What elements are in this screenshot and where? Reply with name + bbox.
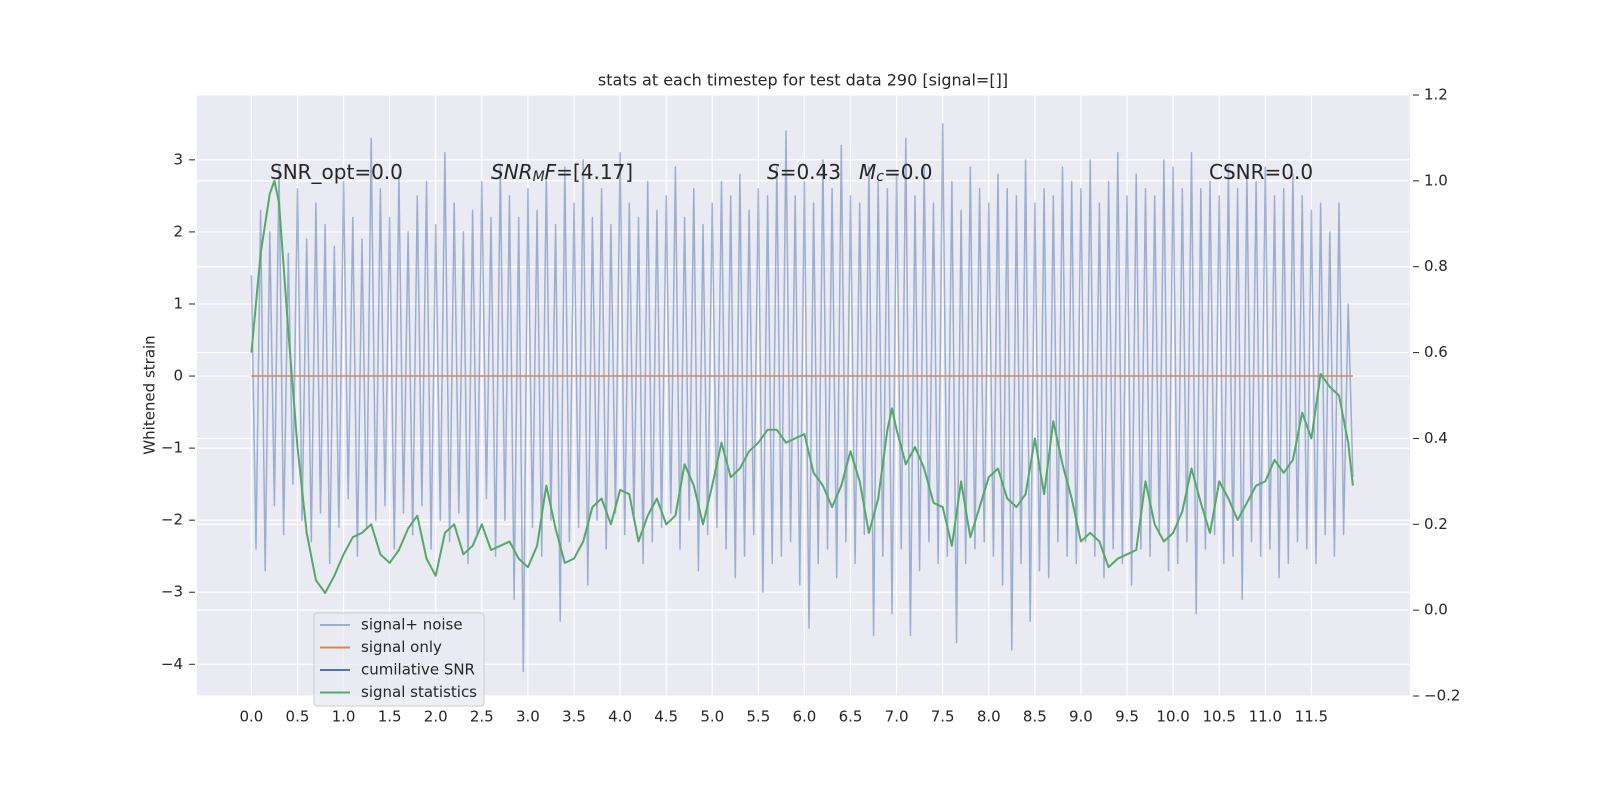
x-tick-label: 8.5 bbox=[1023, 708, 1047, 726]
x-tick-label: 3.5 bbox=[562, 708, 586, 726]
annotation-part: =[4.17] bbox=[556, 160, 633, 184]
legend-label: signal only bbox=[361, 638, 442, 656]
x-tick-label: 7.5 bbox=[931, 708, 955, 726]
y-tick-label: 1 bbox=[173, 294, 183, 312]
y-tick-label: −3 bbox=[161, 583, 183, 601]
x-tick-label: 6.0 bbox=[792, 708, 816, 726]
annotation-part: =0.43 bbox=[780, 160, 841, 184]
annotation: CSNR=0.0 bbox=[1209, 160, 1313, 184]
x-tick-label: 4.0 bbox=[608, 708, 632, 726]
x-tick-label: 6.5 bbox=[839, 708, 863, 726]
y2-tick-label: 1.2 bbox=[1424, 86, 1448, 104]
y2-tick-label: −0.2 bbox=[1424, 687, 1460, 705]
data-line bbox=[250, 179, 1354, 594]
y2-tick-label: 0.4 bbox=[1424, 429, 1448, 447]
annotation: Mc=0.0 bbox=[859, 160, 933, 186]
annotation-part: CSNR=0.0 bbox=[1209, 160, 1313, 184]
annotation-part: M bbox=[533, 169, 545, 185]
y2-tick-label: 0.6 bbox=[1424, 343, 1448, 361]
x-tick-label: 10.5 bbox=[1202, 708, 1235, 726]
y-tick-label: −4 bbox=[161, 655, 183, 673]
annotation-part: c bbox=[876, 169, 884, 185]
annotation-part: =0.0 bbox=[884, 160, 933, 184]
annotation-part: SNR_opt=0.0 bbox=[270, 160, 403, 184]
annotation: SNR_opt=0.0 bbox=[270, 160, 403, 184]
y-tick-label: 2 bbox=[173, 222, 183, 240]
x-tick-label: 3.0 bbox=[516, 708, 540, 726]
annotation-part: SNR bbox=[491, 160, 533, 184]
x-tick-label: 0.0 bbox=[239, 708, 263, 726]
x-tick-label: 11.0 bbox=[1249, 708, 1282, 726]
legend-label: signal+ noise bbox=[361, 616, 463, 634]
x-tick-label: 1.0 bbox=[332, 708, 356, 726]
x-tick-label: 9.0 bbox=[1069, 708, 1093, 726]
legend-label: cumilative SNR bbox=[361, 661, 475, 679]
annotation: S=0.43 bbox=[767, 160, 841, 184]
y-axis-label: Whitened strain bbox=[141, 335, 159, 454]
legend-label: signal statistics bbox=[361, 683, 477, 701]
annotation-part: S bbox=[767, 160, 780, 184]
y-tick-label: 0 bbox=[173, 367, 183, 385]
y2-tick-label: 0.2 bbox=[1424, 515, 1448, 533]
data-line bbox=[250, 123, 1354, 673]
x-tick-label: 5.5 bbox=[746, 708, 770, 726]
chart-title: stats at each timestep for test data 290… bbox=[598, 71, 1008, 90]
y2-tick-label: 0.0 bbox=[1424, 601, 1448, 619]
x-tick-label: 0.5 bbox=[286, 708, 310, 726]
annotation-part: M bbox=[859, 160, 876, 184]
x-tick-label: 9.5 bbox=[1115, 708, 1139, 726]
x-tick-label: 5.0 bbox=[700, 708, 724, 726]
x-tick-label: 1.5 bbox=[378, 708, 402, 726]
x-tick-label: 7.0 bbox=[885, 708, 909, 726]
y-tick-label: −2 bbox=[161, 511, 183, 529]
x-tick-label: 2.5 bbox=[470, 708, 494, 726]
x-tick-label: 8.0 bbox=[977, 708, 1001, 726]
x-tick-label: 4.5 bbox=[654, 708, 678, 726]
y-tick-label: −1 bbox=[161, 439, 183, 457]
y2-tick-label: 1.0 bbox=[1424, 171, 1448, 189]
y-tick-label: 3 bbox=[173, 150, 183, 168]
x-tick-label: 10.0 bbox=[1156, 708, 1189, 726]
y2-tick-label: 0.8 bbox=[1424, 257, 1448, 275]
x-tick-label: 11.5 bbox=[1295, 708, 1328, 726]
annotation-part: F bbox=[545, 160, 557, 184]
legend-box bbox=[313, 612, 485, 707]
x-tick-label: 2.0 bbox=[424, 708, 448, 726]
annotation: SNRMF=[4.17] bbox=[491, 160, 633, 186]
